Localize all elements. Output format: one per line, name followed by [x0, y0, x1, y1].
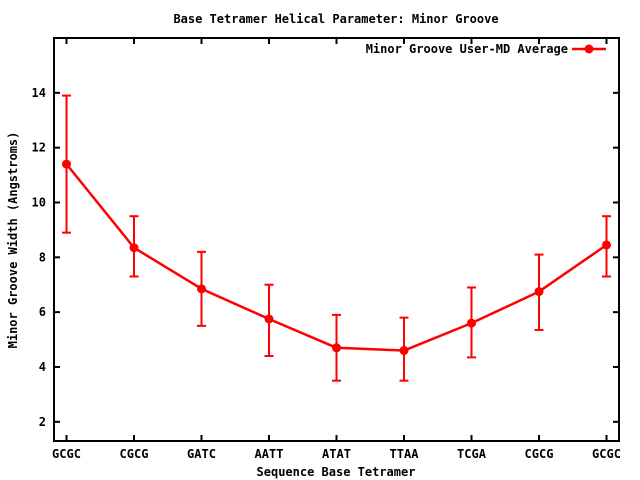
- data-point: [129, 243, 139, 253]
- x-tick-label: AATT: [255, 447, 284, 461]
- legend-label: Minor Groove User-MD Average: [366, 42, 568, 56]
- data-point: [399, 346, 409, 356]
- y-tick-label: 4: [39, 360, 46, 374]
- x-tick-label: TTAA: [390, 447, 420, 461]
- data-point: [332, 343, 341, 353]
- x-tick-label: GCGC: [52, 447, 81, 461]
- x-tick-label: CGCG: [120, 447, 149, 461]
- x-axis-label: Sequence Base Tetramer: [257, 465, 416, 479]
- data-point: [534, 287, 544, 297]
- chart-title: Base Tetramer Helical Parameter: Minor G…: [173, 12, 498, 26]
- y-tick-label: 10: [32, 195, 46, 209]
- y-tick-label: 12: [32, 141, 46, 155]
- y-tick-label: 2: [39, 415, 46, 429]
- legend-point-sample: [584, 44, 594, 54]
- x-tick-label: ATAT: [322, 447, 351, 461]
- x-tick-label: GCGC: [592, 447, 621, 461]
- data-point: [264, 314, 274, 324]
- data-point: [467, 318, 476, 328]
- y-tick-label: 14: [32, 86, 46, 100]
- data-series-layer: [62, 94, 611, 382]
- x-tick-label: CGCG: [525, 447, 554, 461]
- y-axis-label: Minor Groove Width (Angstroms): [6, 132, 20, 349]
- data-point: [602, 240, 611, 250]
- y-tick-label: 6: [39, 305, 46, 319]
- x-tick-label: TCGA: [457, 447, 487, 461]
- data-point: [62, 159, 71, 169]
- y-tick-label: 8: [39, 250, 46, 264]
- data-point: [197, 284, 206, 294]
- x-tick-label: GATC: [187, 447, 216, 461]
- legend: Minor Groove User-MD Average: [366, 42, 606, 56]
- axes-layer: GCGC CGCG GATC AATT ATAT TTAA TCGA CGCG GCGC 2 4 6 8…: [32, 37, 621, 461]
